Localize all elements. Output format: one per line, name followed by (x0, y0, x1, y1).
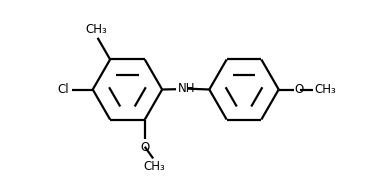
Text: CH₃: CH₃ (144, 160, 166, 173)
Text: O: O (295, 83, 304, 96)
Text: Cl: Cl (58, 83, 69, 96)
Text: O: O (140, 141, 149, 154)
Text: CH₃: CH₃ (314, 83, 336, 96)
Text: CH₃: CH₃ (85, 23, 107, 37)
Text: NH: NH (178, 82, 195, 95)
